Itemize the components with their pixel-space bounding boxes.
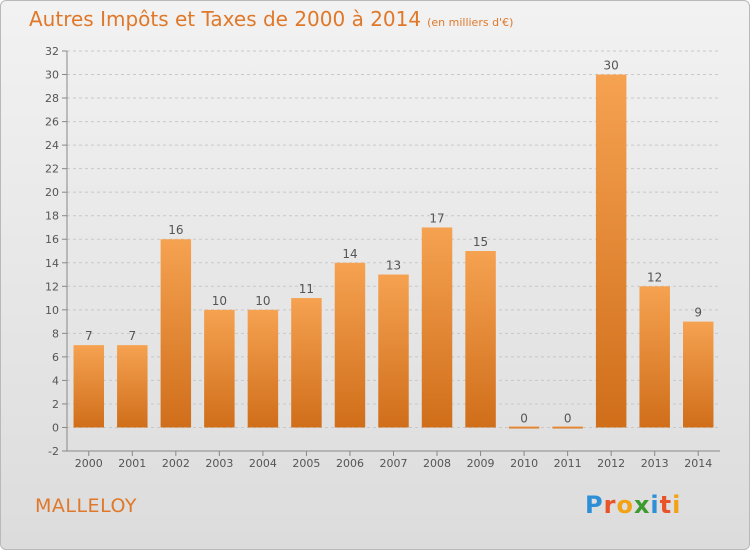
y-tick-label: 14 <box>45 257 59 270</box>
logo-letter: o <box>616 491 634 519</box>
bar-2012 <box>595 74 627 428</box>
logo-letter: r <box>603 491 617 519</box>
y-tick-label: 18 <box>45 210 59 223</box>
value-label-2004: 10 <box>255 294 270 308</box>
x-tick-label-2000: 2000 <box>75 457 103 470</box>
logo-letter: i <box>650 491 660 519</box>
x-tick-label-2009: 2009 <box>467 457 495 470</box>
value-label-2013: 12 <box>647 270 662 284</box>
y-tick-label: 2 <box>52 398 59 411</box>
y-tick-label: 16 <box>45 233 59 246</box>
value-label-2011: 0 <box>564 411 572 425</box>
x-tick-label-2008: 2008 <box>423 457 451 470</box>
x-tick-label-2004: 2004 <box>249 457 277 470</box>
chart-subtitle: (en milliers d'€) <box>427 16 514 29</box>
y-tick-label: 28 <box>45 92 59 105</box>
logo-letter: x <box>633 491 651 519</box>
x-tick-label-2005: 2005 <box>292 457 320 470</box>
x-tick-label-2012: 2012 <box>597 457 625 470</box>
value-label-2014: 9 <box>694 306 702 320</box>
bar-2008 <box>421 227 453 428</box>
commune-name: MALLELOY <box>35 495 137 517</box>
value-label-2000: 7 <box>85 329 93 343</box>
logo-letter: t <box>659 491 673 519</box>
y-tick-label: 30 <box>45 69 59 82</box>
y-tick-label: 20 <box>45 186 59 199</box>
value-label-2009: 15 <box>473 235 488 249</box>
y-tick-label: 10 <box>45 304 59 317</box>
value-label-2006: 14 <box>342 247 357 261</box>
y-tick-label: -2 <box>48 445 59 458</box>
y-tick-label: 12 <box>45 280 59 293</box>
value-label-2008: 17 <box>429 211 444 225</box>
y-tick-label: 0 <box>52 421 59 434</box>
x-tick-label-2014: 2014 <box>684 457 712 470</box>
chart-title-text: Autres Impôts et Taxes de 2000 à 2014 <box>29 7 422 31</box>
bar-2006 <box>334 262 366 428</box>
chart-title: Autres Impôts et Taxes de 2000 à 2014 (en… <box>29 7 513 31</box>
bar-2004 <box>247 309 279 428</box>
bar-2005 <box>291 298 322 428</box>
x-tick-label-2013: 2013 <box>641 457 669 470</box>
proxiti-logo: Proxiti <box>585 491 681 519</box>
y-tick-label: 22 <box>45 163 59 176</box>
bar-2000 <box>73 345 105 428</box>
x-tick-label-2011: 2011 <box>554 457 582 470</box>
x-tick-label-2002: 2002 <box>162 457 190 470</box>
x-tick-label-2006: 2006 <box>336 457 364 470</box>
value-label-2012: 30 <box>604 59 619 73</box>
bars <box>73 74 714 429</box>
y-tick-label: 32 <box>45 45 59 58</box>
y-tick-label: 6 <box>52 351 59 364</box>
bar-2001 <box>117 345 148 428</box>
bar-2014 <box>682 321 714 428</box>
bar-2011 <box>552 426 583 429</box>
x-tick-label-2007: 2007 <box>380 457 408 470</box>
bar-2007 <box>378 274 409 428</box>
value-label-2010: 0 <box>520 411 528 425</box>
bar-2013 <box>639 286 670 428</box>
axes <box>62 50 720 456</box>
bar-2003 <box>204 309 235 428</box>
y-tick-label: 24 <box>45 139 59 152</box>
value-label-2001: 7 <box>128 329 136 343</box>
logo-letter: i <box>672 491 682 519</box>
bar-2002 <box>160 239 192 428</box>
y-tick-label: 26 <box>45 116 59 129</box>
bar-2010 <box>508 426 540 429</box>
value-label-2002: 16 <box>168 223 183 237</box>
value-label-2007: 13 <box>386 259 401 273</box>
value-label-2005: 11 <box>299 282 314 296</box>
bar-2009 <box>465 251 496 428</box>
x-tick-label-2003: 2003 <box>205 457 233 470</box>
labels: -202468101214161820222426283032720007200… <box>45 45 712 470</box>
y-tick-label: 8 <box>52 327 59 340</box>
logo-letter: P <box>585 491 604 519</box>
x-tick-label-2001: 2001 <box>118 457 146 470</box>
y-tick-label: 4 <box>52 374 59 387</box>
x-tick-label-2010: 2010 <box>510 457 538 470</box>
value-label-2003: 10 <box>212 294 227 308</box>
